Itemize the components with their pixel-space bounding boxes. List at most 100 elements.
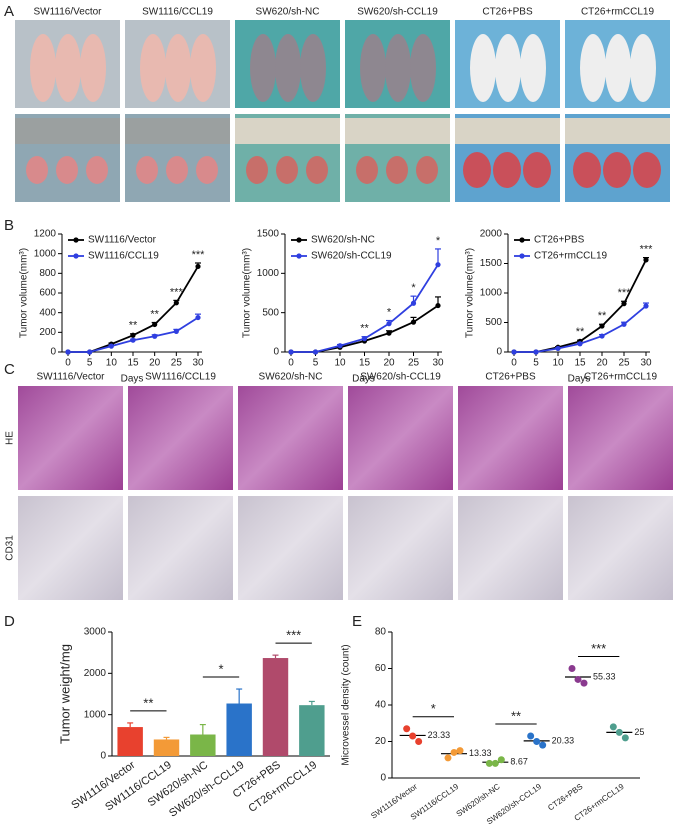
x-tick-label: 20 xyxy=(383,358,395,369)
marker xyxy=(643,257,649,263)
he-photo xyxy=(348,386,453,490)
x-tick-label: 0 xyxy=(288,358,294,369)
cd31-photo xyxy=(458,496,563,600)
x-axis-label: Days xyxy=(352,374,375,385)
mouse xyxy=(495,34,521,102)
photo-label: SW1116/Vector xyxy=(37,372,106,383)
marker xyxy=(312,349,319,355)
marker xyxy=(555,345,561,352)
data-point xyxy=(533,738,541,745)
row-label: HE xyxy=(5,431,16,445)
ruler xyxy=(235,118,340,144)
bar xyxy=(226,703,252,756)
photo-label: SW620/sh-CCL19 xyxy=(360,372,441,383)
x-axis-label: Days xyxy=(568,374,591,385)
legend-marker xyxy=(73,253,79,259)
x-axis-label: Days xyxy=(121,374,144,385)
y-tick-label: 40 xyxy=(375,700,387,711)
significance-label: *** xyxy=(591,641,606,656)
x-tick-label: 25 xyxy=(171,358,183,369)
y-axis-label: Tumor volume(mm³) xyxy=(465,248,476,338)
photo-label: CT26+PBS xyxy=(485,372,536,383)
x-tick-label: 10 xyxy=(106,358,118,369)
marker xyxy=(435,262,441,268)
marker xyxy=(410,300,417,306)
tumor xyxy=(306,156,328,184)
marker xyxy=(337,343,343,349)
mouse xyxy=(520,34,546,102)
y-tick-label: 1500 xyxy=(480,258,503,269)
x-tick-label: CT26+rmCCL19 xyxy=(246,759,319,815)
y-tick-label: 500 xyxy=(262,307,279,318)
tumor xyxy=(86,156,108,184)
x-tick-label: 25 xyxy=(618,358,630,369)
significance-label: *** xyxy=(286,628,301,643)
y-tick-label: 1000 xyxy=(480,288,503,299)
y-tick-label: 1200 xyxy=(34,229,57,240)
he-photo xyxy=(18,386,123,490)
marker xyxy=(511,349,517,355)
marker xyxy=(621,321,627,327)
data-point xyxy=(539,741,547,749)
y-tick-label: 1500 xyxy=(257,229,280,240)
tumor xyxy=(416,156,438,184)
annotation: *** xyxy=(170,286,184,298)
ruler xyxy=(455,118,560,144)
x-tick-label: 25 xyxy=(408,358,420,369)
marker xyxy=(533,349,539,355)
marker xyxy=(65,349,71,355)
bar xyxy=(262,658,289,756)
data-point xyxy=(415,738,423,745)
tumor xyxy=(493,152,521,188)
y-tick-label: 0 xyxy=(50,347,56,358)
y-tick-label: 80 xyxy=(375,627,387,638)
x-tick-label: CT26+PBS xyxy=(546,782,584,812)
significance-label: * xyxy=(431,701,436,716)
series-line xyxy=(514,259,647,353)
bar xyxy=(153,739,180,756)
marker xyxy=(361,336,368,342)
bar xyxy=(190,734,216,756)
ruler xyxy=(125,118,230,144)
mean-label: 25 xyxy=(634,727,644,737)
legend-label: SW620/sh-CCL19 xyxy=(311,251,392,262)
mouse xyxy=(385,34,411,102)
x-tick-label: 15 xyxy=(574,358,586,369)
tumor xyxy=(56,156,78,184)
y-tick-label: 60 xyxy=(375,663,387,674)
marker xyxy=(621,301,627,307)
y-tick-label: 0 xyxy=(380,773,386,784)
y-tick-label: 400 xyxy=(39,307,56,318)
y-tick-label: 200 xyxy=(39,327,56,338)
ruler xyxy=(345,118,450,144)
data-point xyxy=(444,754,452,762)
he-photo xyxy=(568,386,673,490)
data-point xyxy=(456,747,464,755)
x-tick-label: 30 xyxy=(640,358,652,369)
marker xyxy=(435,302,441,309)
marker xyxy=(599,333,605,339)
significance-label: ** xyxy=(143,695,153,710)
tumor xyxy=(523,152,551,188)
significance-label: ** xyxy=(511,708,521,723)
photo-label: CT26+rmCCL19 xyxy=(581,7,655,18)
ruler xyxy=(15,118,120,144)
data-point xyxy=(609,723,617,731)
x-tick-label: 0 xyxy=(511,358,517,369)
marker xyxy=(173,328,179,334)
mouse xyxy=(275,34,301,102)
mouse xyxy=(80,34,106,102)
y-tick-label: 0 xyxy=(496,347,502,358)
x-tick-label: 10 xyxy=(552,358,564,369)
y-tick-label: 2000 xyxy=(84,668,107,679)
x-tick-label: 5 xyxy=(533,358,539,369)
marker xyxy=(108,343,114,349)
mean-label: 8.67 xyxy=(510,757,528,767)
x-tick-label: 5 xyxy=(87,358,93,369)
marker xyxy=(410,319,417,325)
y-tick-label: 1000 xyxy=(84,709,107,720)
legend-label: SW1116/Vector xyxy=(88,235,157,246)
y-tick-label: 1000 xyxy=(34,248,57,259)
legend-marker xyxy=(519,253,525,259)
